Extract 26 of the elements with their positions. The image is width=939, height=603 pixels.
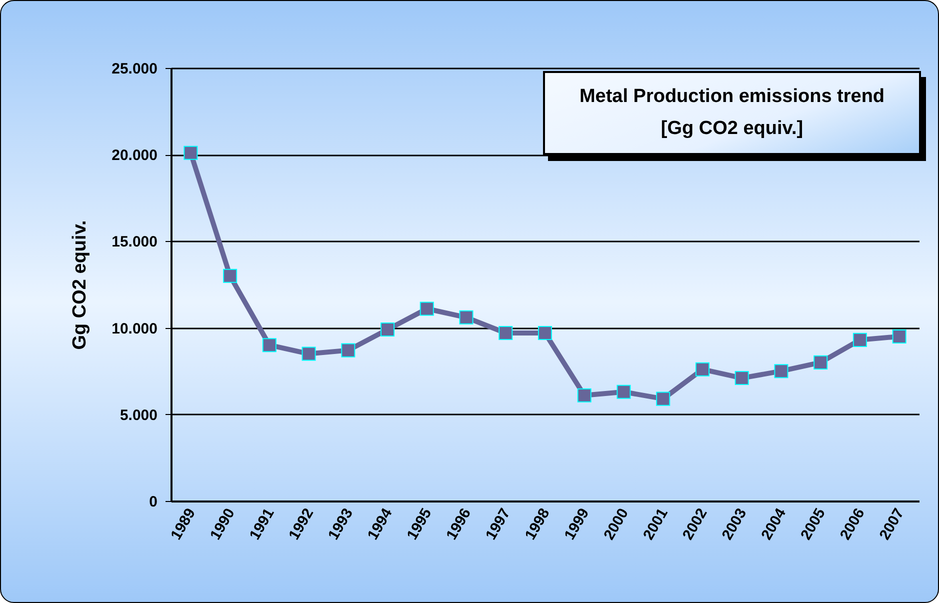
y-axis-title: Gg CO2 equiv. [70, 220, 91, 350]
point [302, 346, 316, 361]
point [774, 364, 788, 378]
y-tick-label: 0 [149, 494, 158, 510]
y-tick-label: 20.000 [112, 147, 158, 164]
point [184, 146, 198, 160]
point [892, 329, 906, 344]
point [577, 388, 592, 402]
y-tick-label: 10.000 [112, 320, 158, 338]
point [734, 371, 749, 386]
point [380, 322, 395, 337]
point [656, 392, 670, 406]
point [538, 326, 552, 340]
point [616, 384, 631, 399]
point [852, 332, 867, 347]
y-tick-label: 15.000 [112, 234, 158, 251]
point [498, 326, 513, 340]
point [814, 355, 828, 370]
y-tick-label: 25.000 [112, 60, 158, 78]
point [341, 343, 356, 358]
point [420, 302, 434, 316]
point [223, 268, 238, 283]
point [262, 338, 276, 352]
point [459, 310, 474, 324]
y-tick-label: 5.000 [120, 406, 158, 424]
point [695, 362, 710, 376]
